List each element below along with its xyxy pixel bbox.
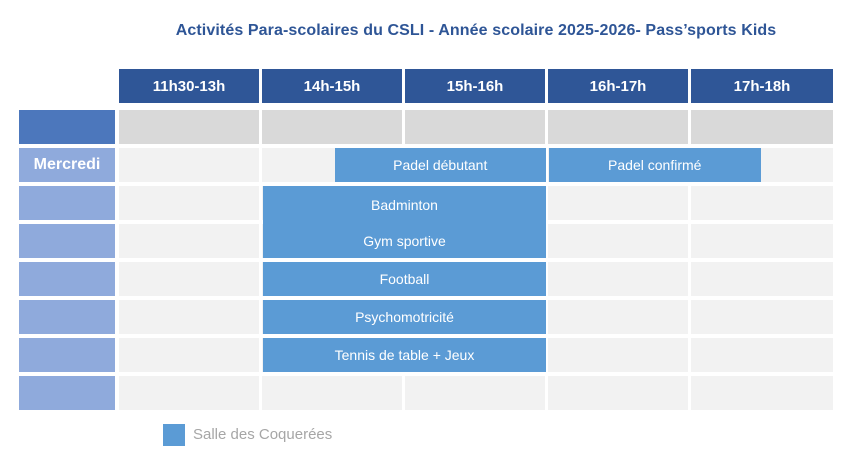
grid-cell	[119, 300, 259, 334]
grid-cell	[691, 224, 833, 258]
grid-cell	[548, 338, 688, 372]
day-cell-empty	[19, 186, 115, 220]
day-cell-empty	[19, 376, 115, 410]
activity-block: Padel confirmé	[549, 148, 761, 182]
activity-block: Football	[263, 262, 546, 296]
grid-cell	[119, 224, 259, 258]
day-cell-mercredi: Mercredi	[19, 148, 115, 182]
time-header-17h-18h: 17h-18h	[691, 69, 833, 103]
activity-block: Tennis de table + Jeux	[263, 338, 546, 372]
grid-cell	[548, 110, 688, 144]
grid-cell	[691, 186, 833, 220]
legend-color-swatch	[163, 423, 185, 446]
page-title: Activités Para-scolaires du CSLI - Année…	[175, 22, 777, 39]
day-cell-empty	[19, 300, 115, 334]
legend-label: Salle des Coquerées	[193, 426, 333, 443]
grid-cell	[405, 376, 545, 410]
grid-cell	[548, 186, 688, 220]
time-header-11h30-13h: 11h30-13h	[119, 69, 259, 103]
grid-cell	[119, 338, 259, 372]
time-header-14h-15h: 14h-15h	[262, 69, 402, 103]
grid-cell	[119, 148, 259, 182]
time-header-16h-17h: 16h-17h	[548, 69, 688, 103]
grid-cell	[548, 262, 688, 296]
day-cell-empty	[19, 110, 115, 144]
activity-block: Padel débutant	[334, 148, 546, 182]
grid-cell	[119, 262, 259, 296]
grid-cell	[262, 110, 402, 144]
grid-cell	[405, 110, 545, 144]
activity-block: Badminton	[263, 186, 546, 224]
grid-cell	[119, 376, 259, 410]
day-cell-empty	[19, 338, 115, 372]
grid-cell	[548, 300, 688, 334]
grid-cell	[691, 338, 833, 372]
grid-cell	[548, 376, 688, 410]
day-cell-empty	[19, 224, 115, 258]
grid-cell	[691, 300, 833, 334]
activity-block: Gym sportive	[263, 224, 546, 258]
grid-cell	[262, 376, 402, 410]
grid-cell	[548, 224, 688, 258]
time-header-15h-16h: 15h-16h	[405, 69, 545, 103]
legend: Salle des Coquerées	[163, 423, 332, 446]
day-cell-empty	[19, 262, 115, 296]
activity-block: Psychomotricité	[263, 300, 546, 334]
grid-cell	[691, 262, 833, 296]
grid-cell	[691, 110, 833, 144]
grid-cell	[119, 186, 259, 220]
grid-cell	[119, 110, 259, 144]
grid-cell	[691, 376, 833, 410]
